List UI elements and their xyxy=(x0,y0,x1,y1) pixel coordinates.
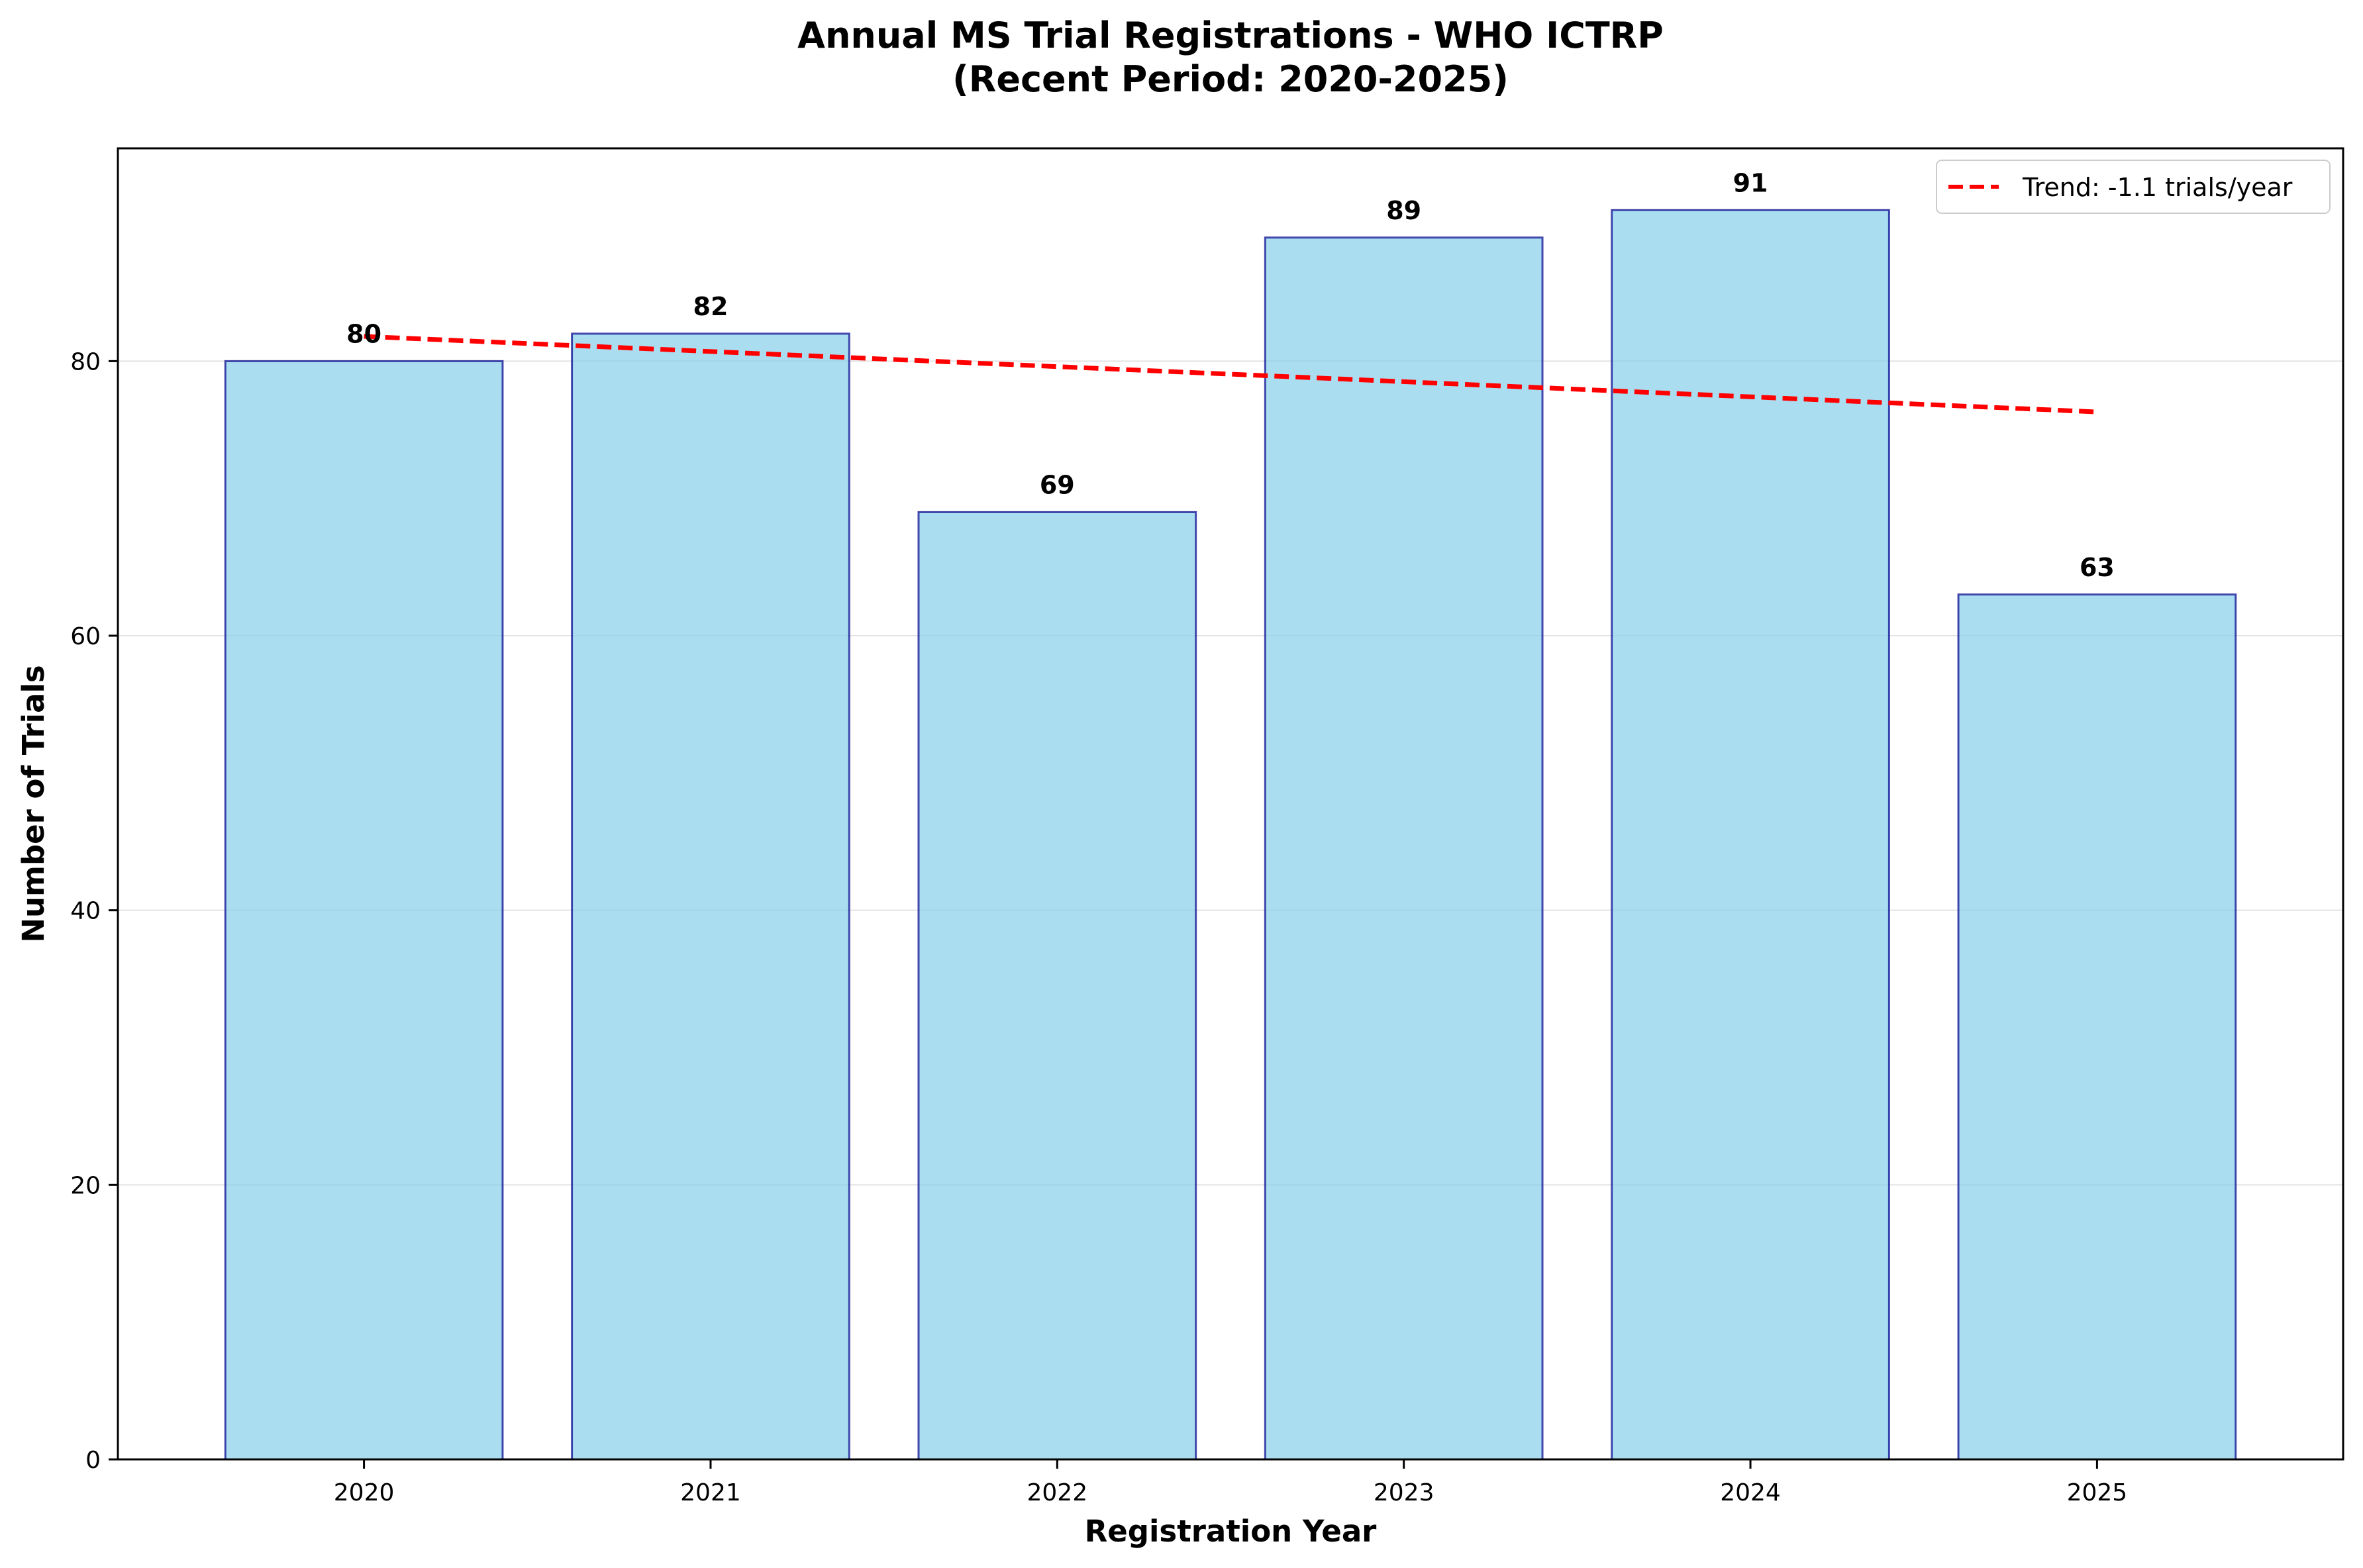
bar-2021 xyxy=(571,332,850,1461)
bar-2022 xyxy=(917,511,1197,1461)
legend-box xyxy=(1936,160,2331,214)
data-label-2022: 69 xyxy=(1040,470,1075,499)
legend: Trend: -1.1 trials/year xyxy=(1936,160,2331,214)
chart-subtitle: (Recent Period: 2020-2025) xyxy=(952,58,1509,100)
data-label-2024: 91 xyxy=(1733,168,1768,197)
trend-layer xyxy=(364,334,2097,415)
data-labels: 80 82 69 89 91 63 xyxy=(346,168,2115,582)
data-label-2021: 82 xyxy=(693,292,729,321)
axes: 0 20 40 60 80 2020 2021 2022 2023 2024 2025 xyxy=(70,147,2344,1506)
y-tick-label-60: 60 xyxy=(70,623,101,650)
y-tick-label-0: 0 xyxy=(85,1447,101,1474)
y-tick-label-80: 80 xyxy=(70,348,101,375)
bars xyxy=(224,209,2237,1461)
x-tick-label-2024: 2024 xyxy=(1720,1479,1781,1506)
data-label-2023: 89 xyxy=(1386,196,1421,225)
chart-title: Annual MS Trial Registrations - WHO ICTR… xyxy=(797,15,1664,56)
data-label-2020: 80 xyxy=(346,319,381,348)
y-tick-label-40: 40 xyxy=(70,898,101,925)
x-tick-label-2025: 2025 xyxy=(2067,1479,2128,1506)
x-tick-label-2022: 2022 xyxy=(1027,1479,1088,1506)
y-axis-title: Number of Trials xyxy=(16,665,51,942)
plot-frame xyxy=(117,147,2344,1461)
legend-trend-label: Trend: -1.1 trials/year xyxy=(2022,173,2293,202)
y-tick-label-20: 20 xyxy=(70,1172,101,1199)
data-label-2025: 63 xyxy=(2080,553,2115,582)
x-tick-label-2020: 2020 xyxy=(334,1479,395,1506)
x-axis-title: Registration Year xyxy=(1085,1514,1378,1549)
bar-2024 xyxy=(1611,209,1890,1461)
bar-2025 xyxy=(1957,593,2237,1461)
bar-2023 xyxy=(1264,236,1544,1461)
x-tick-label-2023: 2023 xyxy=(1374,1479,1434,1506)
x-tick-label-2021: 2021 xyxy=(680,1479,741,1506)
bar-2020 xyxy=(224,360,504,1461)
trend-line xyxy=(364,334,2097,415)
